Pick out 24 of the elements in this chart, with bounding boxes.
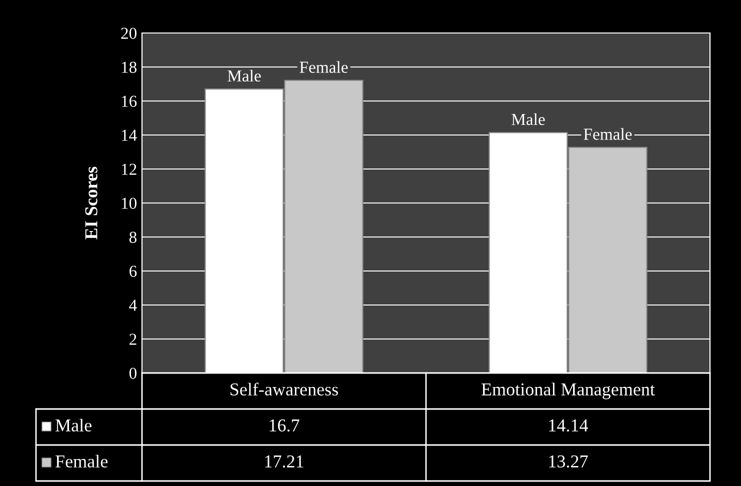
y-tick-label: 6 <box>130 266 137 277</box>
data-label: 17.21 <box>265 455 304 468</box>
data-label: 16.7 <box>270 419 300 432</box>
y-tick-label: 8 <box>129 232 137 243</box>
y-axis-title: EI Scores <box>85 166 98 240</box>
y-tick-label: 0 <box>129 368 137 379</box>
legend-label: Male <box>56 418 92 432</box>
y-tick-label: 14 <box>122 130 137 141</box>
text: Female <box>300 61 348 73</box>
data-label: 14.14 <box>549 419 588 432</box>
y-tick-label: 18 <box>122 62 137 73</box>
y-tick-label: 2 <box>130 334 136 345</box>
y-tick-label: 20 <box>121 28 137 39</box>
x-tick-label: Emotional Management <box>482 382 655 400</box>
text: Male <box>512 113 545 126</box>
text: Male <box>228 70 261 82</box>
y-tick-label: 10 <box>122 198 137 209</box>
y-tick-label: 4 <box>129 300 137 311</box>
text: Female <box>584 128 632 140</box>
y-tick-label: 12 <box>122 164 136 175</box>
y-tick-label: 16 <box>122 96 137 107</box>
legend-label: Female <box>56 454 108 468</box>
x-tick-label: Self-awareness <box>230 382 338 396</box>
data-label: 13.27 <box>549 455 588 468</box>
